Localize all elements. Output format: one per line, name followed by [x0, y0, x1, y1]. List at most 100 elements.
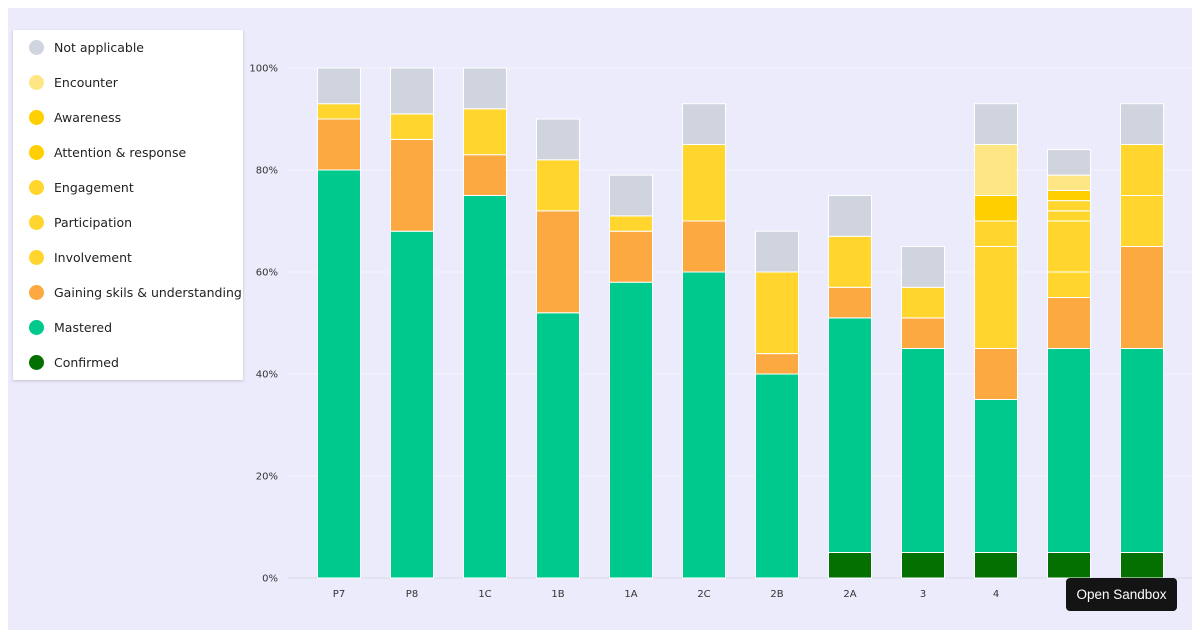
- bar-segment-not-applicable[interactable]: [974, 103, 1018, 145]
- bar-segment-gaining-skils-understanding[interactable]: [390, 138, 434, 232]
- bar-segment-involvement[interactable]: [682, 144, 726, 222]
- bar-segment-involvement[interactable]: [901, 286, 945, 319]
- y-tick-label: 20%: [256, 472, 278, 483]
- legend-item[interactable]: Participation: [29, 212, 132, 232]
- open-sandbox-button[interactable]: Open Sandbox: [1066, 578, 1177, 611]
- x-tick-label: 3: [920, 589, 926, 600]
- legend-dot-icon: [29, 74, 44, 90]
- legend-item[interactable]: Engagement: [29, 177, 134, 197]
- bar-segment-mastered[interactable]: [463, 195, 507, 579]
- bar-segment-not-applicable[interactable]: [536, 118, 580, 161]
- bar-segment-awareness[interactable]: [1047, 189, 1091, 202]
- bar-segment-not-applicable[interactable]: [390, 67, 434, 115]
- y-tick-label: 40%: [256, 370, 278, 381]
- bar-segment-not-applicable[interactable]: [317, 67, 361, 105]
- x-tick-label: 2A: [843, 589, 856, 600]
- x-tick-label: 1A: [624, 589, 637, 600]
- legend-label: Awareness: [54, 109, 122, 125]
- bar-segment-encounter[interactable]: [974, 144, 1018, 196]
- bar-segment-mastered[interactable]: [901, 348, 945, 553]
- bar-segment-awareness[interactable]: [974, 195, 1018, 222]
- bar-segment-participation[interactable]: [1047, 220, 1091, 273]
- legend-dot-icon: [29, 214, 44, 230]
- bar-segment-involvement[interactable]: [317, 103, 361, 120]
- bar-segment-encounter[interactable]: [1047, 174, 1091, 191]
- bar-segment-involvement[interactable]: [1047, 271, 1091, 298]
- bar-segment-involvement[interactable]: [390, 113, 434, 140]
- bar-segment-gaining-skils-understanding[interactable]: [974, 348, 1018, 400]
- chart-legend: Not applicable Encounter Awareness Attentio…: [13, 30, 243, 380]
- bar-segment-engagement[interactable]: [1047, 210, 1091, 222]
- x-tick-label: 1B: [551, 589, 564, 600]
- bar-segment-confirmed[interactable]: [901, 552, 945, 579]
- bar-segment-attention-response[interactable]: [1047, 200, 1091, 212]
- bar-segment-gaining-skils-understanding[interactable]: [755, 353, 799, 375]
- bar-segment-involvement[interactable]: [1120, 195, 1164, 247]
- bar-segment-mastered[interactable]: [609, 281, 653, 579]
- bar-segment-mastered[interactable]: [1120, 348, 1164, 553]
- legend-label: Participation: [54, 214, 133, 230]
- bar-segment-involvement[interactable]: [828, 235, 872, 288]
- bar-segment-involvement[interactable]: [609, 215, 653, 232]
- bar-segment-gaining-skils-understanding[interactable]: [463, 154, 507, 196]
- legend-dot-icon: [29, 319, 44, 335]
- bar-segment-not-applicable[interactable]: [755, 230, 799, 273]
- bar-segment-confirmed[interactable]: [1047, 552, 1091, 579]
- bar-segment-mastered[interactable]: [974, 399, 1018, 553]
- bar-segment-mastered[interactable]: [536, 312, 580, 579]
- bar-segment-involvement[interactable]: [463, 108, 507, 156]
- bar-segment-not-applicable[interactable]: [463, 67, 507, 110]
- bar-segment-participation[interactable]: [1120, 144, 1164, 196]
- bar-segment-not-applicable[interactable]: [901, 246, 945, 288]
- x-tick-label: 1C: [478, 589, 491, 600]
- legend-item[interactable]: Attention & response: [29, 142, 186, 162]
- legend-label: Engagement: [54, 179, 134, 195]
- bar-segment-involvement[interactable]: [755, 271, 799, 355]
- bar-segment-gaining-skils-understanding[interactable]: [1047, 297, 1091, 349]
- bar-segment-mastered[interactable]: [1047, 348, 1091, 553]
- legend-item[interactable]: Awareness: [29, 107, 121, 127]
- bar-segment-mastered[interactable]: [390, 230, 434, 579]
- legend-item[interactable]: Not applicable: [29, 37, 144, 57]
- legend-label: Involvement: [54, 249, 132, 265]
- bar-segment-mastered[interactable]: [828, 317, 872, 553]
- bar-segment-not-applicable[interactable]: [609, 174, 653, 217]
- bar-segment-involvement[interactable]: [974, 246, 1018, 349]
- bar-segment-gaining-skils-understanding[interactable]: [682, 220, 726, 273]
- legend-item[interactable]: Mastered: [29, 317, 112, 337]
- bar-segment-gaining-skils-understanding[interactable]: [828, 286, 872, 319]
- bar-segment-confirmed[interactable]: [974, 552, 1018, 579]
- legend-dot-icon: [29, 284, 44, 300]
- legend-dot-icon: [29, 179, 44, 195]
- bar-segment-not-applicable[interactable]: [828, 195, 872, 237]
- legend-label: Not applicable: [54, 39, 144, 55]
- bar-segment-mastered[interactable]: [682, 271, 726, 579]
- bar-segment-gaining-skils-understanding[interactable]: [901, 317, 945, 349]
- bar-segment-gaining-skils-understanding[interactable]: [609, 230, 653, 283]
- bar-segment-not-applicable[interactable]: [1047, 149, 1091, 176]
- legend-dot-icon: [29, 354, 44, 370]
- x-tick-label: 2C: [697, 589, 710, 600]
- bar-segment-mastered[interactable]: [755, 373, 799, 579]
- bar-segment-confirmed[interactable]: [1120, 552, 1164, 579]
- bar-segment-gaining-skils-understanding[interactable]: [1120, 246, 1164, 349]
- bar-segment-involvement[interactable]: [536, 159, 580, 212]
- legend-dot-icon: [29, 109, 44, 125]
- legend-item[interactable]: Involvement: [29, 247, 132, 267]
- legend-label: Encounter: [54, 74, 118, 90]
- x-tick-label: 4: [993, 589, 999, 600]
- bar-segment-gaining-skils-understanding[interactable]: [317, 118, 361, 171]
- bar-segment-mastered[interactable]: [317, 169, 361, 579]
- legend-item[interactable]: Gaining skils & understanding: [29, 282, 242, 302]
- legend-label: Mastered: [54, 319, 113, 335]
- legend-dot-icon: [29, 144, 44, 160]
- legend-item[interactable]: Encounter: [29, 72, 118, 92]
- legend-item[interactable]: Confirmed: [29, 352, 119, 372]
- bar-segment-not-applicable[interactable]: [682, 103, 726, 145]
- bar-segment-gaining-skils-understanding[interactable]: [536, 210, 580, 314]
- bar-segment-not-applicable[interactable]: [1120, 103, 1164, 145]
- legend-label: Confirmed: [54, 354, 119, 370]
- bar-segment-confirmed[interactable]: [828, 552, 872, 579]
- bar-segment-participation[interactable]: [974, 220, 1018, 247]
